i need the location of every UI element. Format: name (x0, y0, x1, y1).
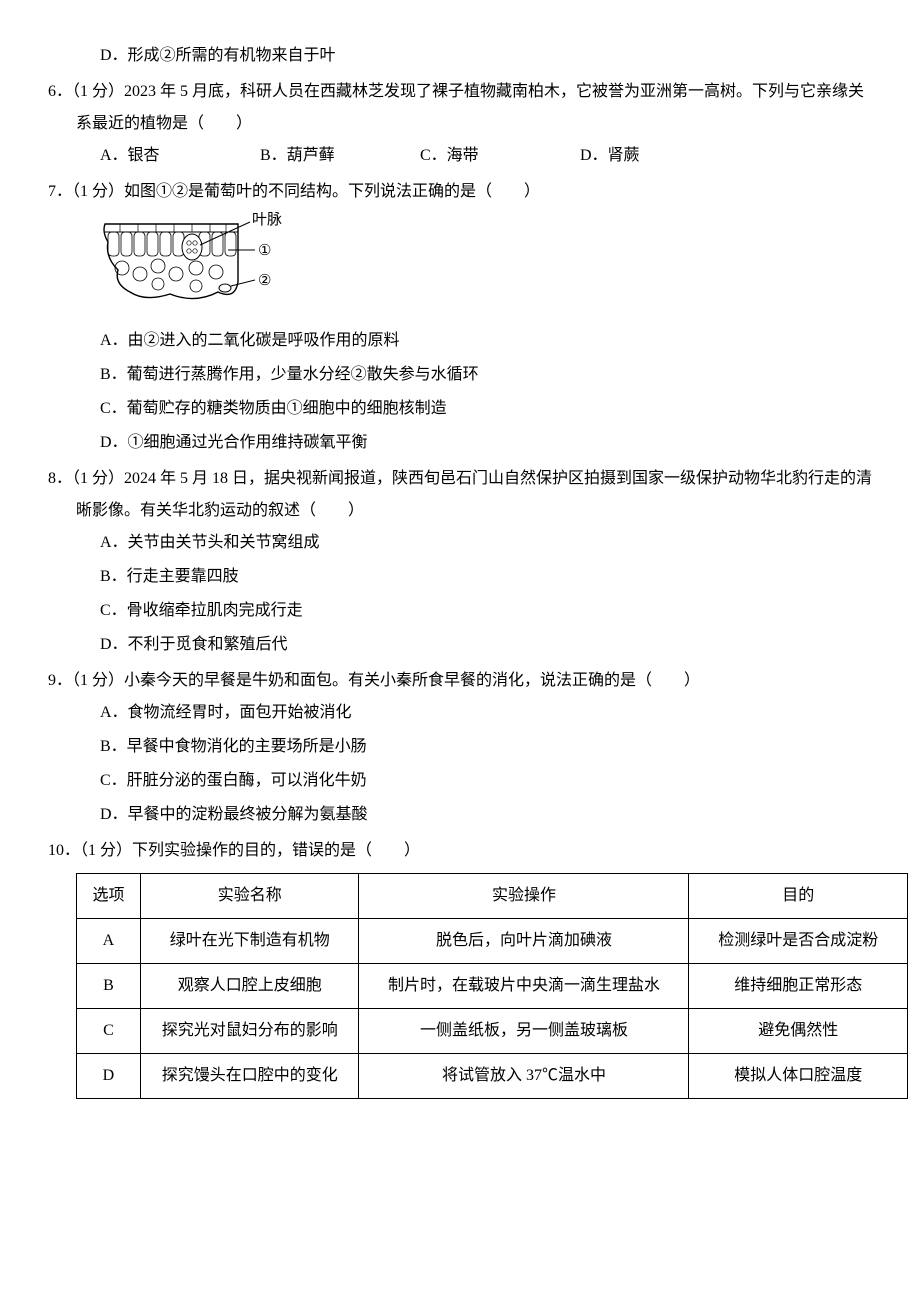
table-row: B 观察人口腔上皮细胞 制片时，在载玻片中央滴一滴生理盐水 维持细胞正常形态 (77, 964, 908, 1009)
cell: 制片时，在载玻片中央滴一滴生理盐水 (359, 964, 689, 1009)
q8-opt-d: D．不利于觅食和繁殖后代 (48, 629, 872, 661)
q9-stem: 9．（1 分）小秦今天的早餐是牛奶和面包。有关小秦所食早餐的消化，说法正确的是（… (48, 665, 872, 697)
q6-opt-c: C．海带 (420, 140, 580, 172)
q7-opt-a: A．由②进入的二氧化碳是呼吸作用的原料 (48, 325, 872, 357)
q6-opt-b: B．葫芦藓 (260, 140, 420, 172)
q9-opt-b: B．早餐中食物消化的主要场所是小肠 (48, 731, 872, 763)
cell: 将试管放入 37℃温水中 (359, 1054, 689, 1099)
cell: 探究光对鼠妇分布的影响 (140, 1009, 359, 1054)
cell: C (77, 1009, 141, 1054)
q8-opt-b: B．行走主要靠四肢 (48, 561, 872, 593)
th-name: 实验名称 (140, 874, 359, 919)
label-2: ② (258, 273, 271, 289)
question-7: 7．（1 分）如图①②是葡萄叶的不同结构。下列说法正确的是（ ） (48, 176, 872, 459)
cell: 脱色后，向叶片滴加碘液 (359, 919, 689, 964)
label-1: ① (258, 243, 271, 259)
cell: 绿叶在光下制造有机物 (140, 919, 359, 964)
th-option: 选项 (77, 874, 141, 919)
question-10: 10．（1 分）下列实验操作的目的，错误的是（ ） 选项 实验名称 实验操作 目… (48, 835, 872, 1099)
cell: 检测绿叶是否合成淀粉 (689, 919, 908, 964)
cell: D (77, 1054, 141, 1099)
q9-opt-a: A．食物流经胃时，面包开始被消化 (48, 697, 872, 729)
q6-opt-a: A．银杏 (100, 140, 260, 172)
cell: B (77, 964, 141, 1009)
q8-opt-c: C．骨收缩牵拉肌肉完成行走 (48, 595, 872, 627)
q6-options: A．银杏 B．葫芦藓 C．海带 D．肾蕨 (48, 140, 872, 172)
vein-label: 叶脉 (252, 212, 282, 228)
prev-option-d: D．形成②所需的有机物来自于叶 (48, 40, 872, 72)
q9-opt-d: D．早餐中的淀粉最终被分解为氨基酸 (48, 799, 872, 831)
th-operation: 实验操作 (359, 874, 689, 919)
q7-stem: 7．（1 分）如图①②是葡萄叶的不同结构。下列说法正确的是（ ） (48, 176, 872, 208)
cell: A (77, 919, 141, 964)
cell: 模拟人体口腔温度 (689, 1054, 908, 1099)
q9-opt-c: C．肝脏分泌的蛋白酶，可以消化牛奶 (48, 765, 872, 797)
table-row: C 探究光对鼠妇分布的影响 一侧盖纸板，另一侧盖玻璃板 避免偶然性 (77, 1009, 908, 1054)
cell: 探究馒头在口腔中的变化 (140, 1054, 359, 1099)
question-8: 8．（1 分）2024 年 5 月 18 日，据央视新闻报道，陕西旬邑石门山自然… (48, 463, 872, 661)
table-row: A 绿叶在光下制造有机物 脱色后，向叶片滴加碘液 检测绿叶是否合成淀粉 (77, 919, 908, 964)
q6-opt-d: D．肾蕨 (580, 140, 740, 172)
q7-opt-b: B．葡萄进行蒸腾作用，少量水分经②散失参与水循环 (48, 359, 872, 391)
q8-stem: 8．（1 分）2024 年 5 月 18 日，据央视新闻报道，陕西旬邑石门山自然… (48, 463, 872, 527)
q10-stem: 10．（1 分）下列实验操作的目的，错误的是（ ） (48, 835, 872, 867)
th-goal: 目的 (689, 874, 908, 919)
cell: 避免偶然性 (689, 1009, 908, 1054)
question-6: 6．（1 分）2023 年 5 月底，科研人员在西藏林芝发现了裸子植物藏南柏木，… (48, 76, 872, 172)
q7-opt-c: C．葡萄贮存的糖类物质由①细胞中的细胞核制造 (48, 393, 872, 425)
table-header-row: 选项 实验名称 实验操作 目的 (77, 874, 908, 919)
table-row: D 探究馒头在口腔中的变化 将试管放入 37℃温水中 模拟人体口腔温度 (77, 1054, 908, 1099)
cell: 一侧盖纸板，另一侧盖玻璃板 (359, 1009, 689, 1054)
question-9: 9．（1 分）小秦今天的早餐是牛奶和面包。有关小秦所食早餐的消化，说法正确的是（… (48, 665, 872, 831)
q6-stem: 6．（1 分）2023 年 5 月底，科研人员在西藏林芝发现了裸子植物藏南柏木，… (48, 76, 872, 140)
experiment-table: 选项 实验名称 实验操作 目的 A 绿叶在光下制造有机物 脱色后，向叶片滴加碘液… (76, 873, 908, 1099)
cell: 观察人口腔上皮细胞 (140, 964, 359, 1009)
q8-opt-a: A．关节由关节头和关节窝组成 (48, 527, 872, 559)
q7-opt-d: D．①细胞通过光合作用维持碳氧平衡 (48, 427, 872, 459)
leaf-diagram: 叶脉 ① ② (48, 212, 872, 319)
cell: 维持细胞正常形态 (689, 964, 908, 1009)
